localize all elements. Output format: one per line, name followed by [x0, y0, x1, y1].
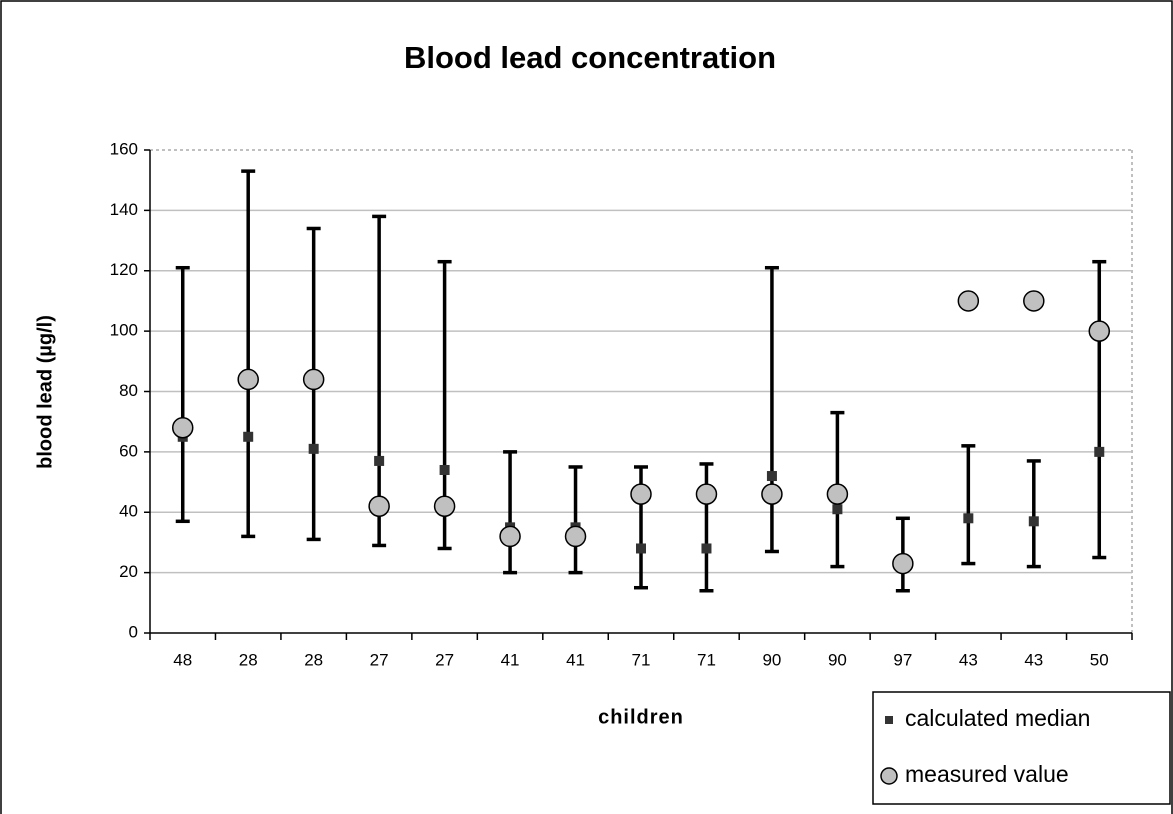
- x-axis-label: children: [598, 706, 684, 728]
- x-tick-label: 41: [501, 650, 520, 669]
- point: [374, 455, 385, 466]
- point: [761, 483, 783, 505]
- point: [237, 368, 259, 391]
- point: [957, 290, 980, 312]
- x-tick-label: 27: [370, 650, 389, 669]
- point: [499, 525, 521, 548]
- point: [701, 543, 712, 554]
- point: [243, 431, 254, 442]
- x-tick-label: 90: [828, 650, 847, 669]
- x-tick-label: 43: [959, 650, 978, 669]
- point: [1088, 320, 1111, 342]
- y-tick-label: 80: [119, 381, 138, 400]
- x-tick-label: 97: [893, 650, 912, 669]
- y-tick-label: 20: [119, 562, 138, 581]
- x-tick-label: 27: [435, 650, 454, 669]
- point: [1094, 446, 1105, 457]
- chart-title: Blood lead concentration: [404, 40, 776, 75]
- x-tick-label: 50: [1090, 650, 1109, 669]
- y-tick-label: 60: [119, 441, 138, 460]
- point: [1028, 516, 1039, 527]
- y-tick-label: 100: [110, 321, 138, 340]
- x-tick-label: 28: [304, 650, 323, 669]
- y-tick-label: 160: [110, 139, 138, 158]
- point: [766, 471, 777, 482]
- point: [368, 495, 390, 517]
- legend-box: [872, 691, 1171, 805]
- point: [636, 543, 646, 554]
- x-tick-label: 43: [1024, 650, 1043, 669]
- x-tick-label: 71: [697, 650, 716, 669]
- x-tick-label: 41: [566, 650, 585, 669]
- x-tick-label: 28: [239, 650, 258, 669]
- point: [695, 483, 718, 505]
- point: [1023, 290, 1045, 312]
- legend-label: calculated median: [905, 705, 1090, 731]
- legend-marker: [885, 716, 893, 724]
- point: [826, 483, 849, 505]
- y-tick-label: 140: [110, 200, 138, 219]
- point: [630, 483, 652, 505]
- legend-label: measured value: [905, 761, 1069, 787]
- y-tick-label: 40: [119, 502, 138, 521]
- point: [439, 464, 450, 475]
- point: [433, 495, 456, 517]
- point: [892, 552, 914, 575]
- point: [963, 513, 974, 524]
- point: [171, 416, 194, 439]
- point: [308, 443, 319, 454]
- point: [832, 504, 843, 515]
- x-tick-label: 71: [632, 650, 651, 669]
- x-tick-label: 48: [173, 650, 192, 669]
- y-axis-label: blood lead (µg/l): [34, 315, 56, 469]
- y-tick-label: 0: [129, 622, 138, 641]
- y-tick-label: 120: [110, 260, 138, 279]
- point: [564, 525, 587, 548]
- legend-marker: [880, 767, 898, 785]
- x-tick-label: 90: [762, 650, 781, 669]
- point: [302, 368, 325, 391]
